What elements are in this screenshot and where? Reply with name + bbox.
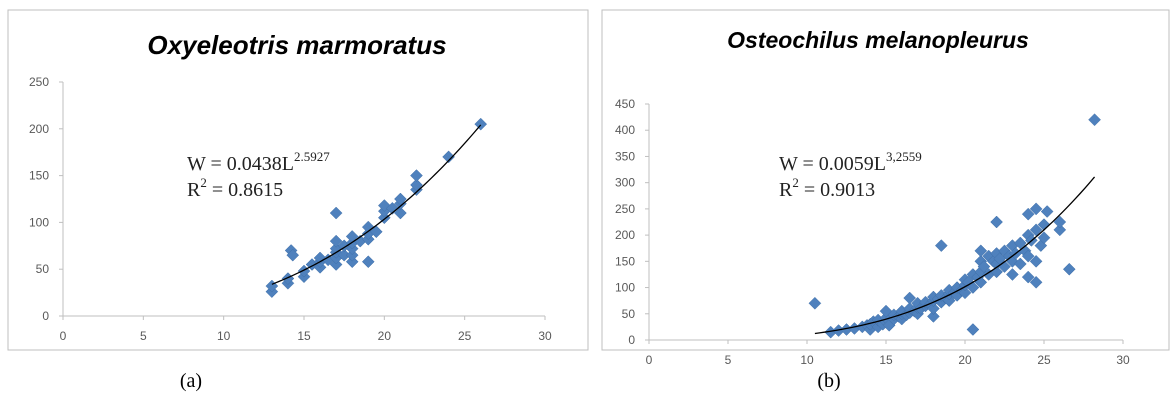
y-tick-label-a: 100: [29, 215, 49, 229]
data-point-b: [1029, 202, 1043, 216]
trendline-a: [271, 124, 482, 285]
x-tick-label-a: 10: [217, 329, 231, 343]
data-point-b: [1062, 262, 1076, 276]
y-tick-label-b: 400: [615, 123, 635, 137]
r-squared-a: R2 = 0.8615: [187, 175, 283, 201]
data-point-b: [927, 302, 940, 315]
y-tick-label-b: 450: [615, 97, 635, 111]
caption-a: (a): [180, 370, 202, 392]
x-tick-label-a: 25: [458, 329, 472, 343]
chart-frame-a: [7, 9, 589, 351]
data-point-b: [958, 286, 972, 300]
data-point-b: [1021, 207, 1035, 221]
data-point-a: [394, 192, 407, 206]
caption-b: (b): [817, 370, 840, 392]
data-point-b: [1088, 113, 1101, 127]
data-point-b: [942, 294, 956, 308]
y-tick-label-a: 150: [29, 169, 49, 183]
y-tick-label-a: 250: [29, 75, 49, 89]
data-point-b: [879, 304, 893, 318]
x-tick-label-b: 15: [879, 353, 893, 367]
x-tick-label-b: 10: [800, 353, 814, 367]
y-tick-label-a: 50: [36, 262, 50, 276]
data-point-b: [1053, 223, 1067, 237]
x-tick-label-b: 0: [646, 353, 653, 367]
y-tick-label-b: 350: [615, 149, 635, 163]
data-point-b: [974, 244, 988, 258]
data-point-a: [474, 117, 488, 131]
x-tick-label-b: 30: [1116, 353, 1130, 367]
data-point-a: [361, 220, 375, 234]
data-point-b: [1053, 215, 1067, 229]
chart-panel-b: Osteochilus melanopleurus 0 5 10 15 20 25 3005…: [601, 9, 1170, 392]
data-point-a: [329, 234, 343, 248]
chart-panel-a: Oxyeleotris marmoratus 0 5 10 15 20 25 30 0 50 10…: [7, 9, 589, 392]
data-point-b: [1021, 249, 1035, 263]
data-point-a: [410, 169, 423, 182]
x-tick-label-a: 15: [297, 329, 311, 343]
data-point-b: [903, 291, 917, 305]
y-tick-label-b: 250: [615, 202, 635, 216]
data-point-a: [345, 255, 359, 269]
data-point-b: [990, 215, 1003, 229]
data-point-b: [927, 310, 940, 323]
y-tick-label-b: 150: [615, 254, 635, 268]
data-point-b: [1006, 268, 1019, 281]
data-point-a: [345, 248, 359, 262]
data-point-b: [977, 260, 991, 273]
x-tick-label-b: 25: [1037, 353, 1051, 367]
data-point-a: [369, 225, 383, 239]
trendline-b: [814, 176, 1096, 335]
chart-frame-b: [601, 9, 1170, 351]
x-tick-label-a: 0: [60, 329, 67, 343]
data-point-b: [1013, 257, 1027, 271]
x-tick-label-a: 30: [538, 329, 552, 343]
y-tick-label-b: 200: [615, 228, 635, 242]
x-tick-label-b: 20: [958, 353, 972, 367]
y-tick-label-b: 100: [615, 281, 635, 295]
data-point-a: [265, 279, 279, 293]
data-point-a: [386, 202, 399, 215]
plot-area-a: 0 5 10 15 20 25 30 0 50 100 150 200 250: [29, 75, 552, 343]
x-tick-label-a: 20: [378, 329, 392, 343]
data-point-b: [1029, 254, 1043, 268]
chart-title-b: Osteochilus melanopleurus: [727, 27, 1029, 53]
y-tick-label-a: 0: [42, 309, 49, 323]
equation-b: W = 0.0059L3,2559: [779, 149, 922, 175]
data-point-b: [1040, 205, 1054, 218]
data-point-a: [442, 150, 455, 164]
data-point-b: [1013, 236, 1027, 250]
data-point-a: [286, 248, 300, 262]
data-point-b: [1029, 223, 1043, 237]
data-point-a: [361, 255, 375, 269]
x-tick-label-a: 5: [140, 329, 147, 343]
data-point-a: [410, 178, 423, 192]
chart-title-a: Oxyeleotris marmoratus: [147, 30, 446, 60]
data-point-b: [1021, 270, 1035, 284]
y-tick-label-b: 0: [628, 333, 635, 347]
data-point-a: [329, 258, 343, 271]
data-point-a: [329, 206, 343, 220]
equation-a: W = 0.0438L2.5927: [187, 149, 330, 175]
data-point-b: [934, 239, 948, 252]
data-point-b: [808, 296, 822, 310]
y-tick-label-a: 200: [29, 122, 49, 136]
data-point-a: [313, 251, 327, 265]
data-point-b: [1037, 231, 1051, 245]
x-tick-label-b: 5: [725, 353, 732, 367]
data-point-b: [1029, 275, 1043, 289]
data-point-b: [966, 323, 980, 336]
r-squared-b: R2 = 0.9013: [779, 175, 875, 201]
data-point-a: [394, 206, 407, 220]
y-tick-label-b: 50: [622, 307, 636, 321]
y-tick-label-b: 300: [615, 176, 635, 190]
